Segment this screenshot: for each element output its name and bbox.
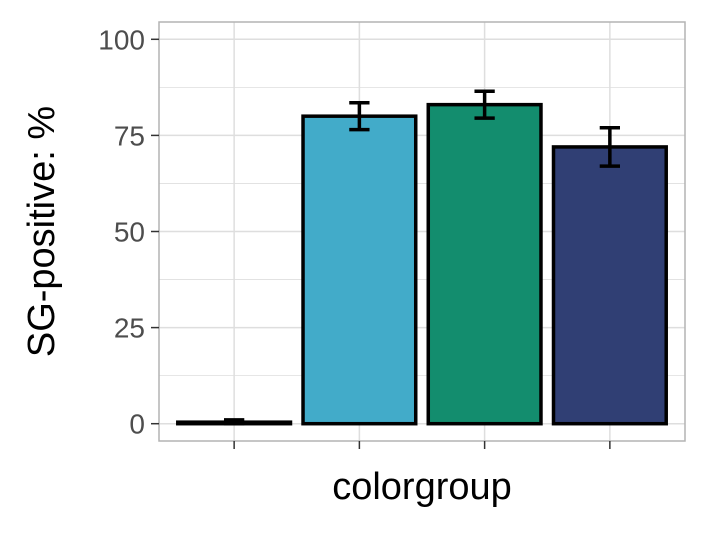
- error-bar-3: [474, 89, 495, 120]
- y-tick-label: 50: [114, 217, 145, 248]
- y-tick-label: 75: [114, 120, 145, 151]
- y-tick-label: 100: [98, 24, 145, 55]
- y-tick-label: 25: [114, 313, 145, 344]
- y-axis-title: SG-positive: %: [21, 106, 63, 357]
- x-axis-title: colorgroup: [332, 466, 512, 508]
- bar-2: [301, 114, 418, 426]
- y-tick-label: 0: [129, 409, 145, 440]
- error-bar-2: [349, 100, 370, 132]
- error-bar-4: [599, 125, 621, 168]
- error-bars: [223, 89, 621, 426]
- error-bar-1: [223, 418, 245, 426]
- bar-3: [426, 102, 543, 426]
- bar-4: [551, 145, 668, 426]
- axes: 0 25 50 75 100: [98, 24, 611, 449]
